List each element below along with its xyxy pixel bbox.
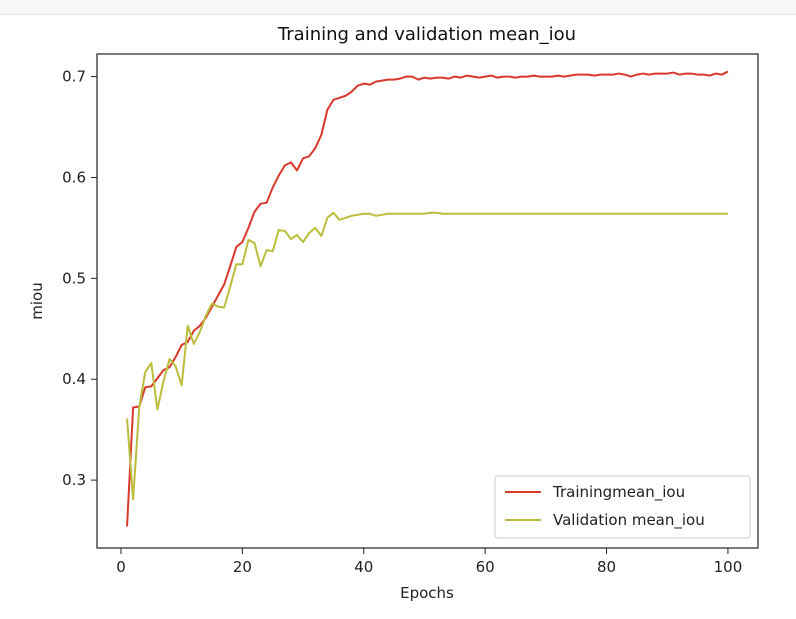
legend: Trainingmean_iou Validation mean_iou <box>494 475 751 539</box>
legend-label-training: Trainingmean_iou <box>552 483 685 502</box>
x-axis-label: Epochs <box>400 584 454 602</box>
x-tick-label: 0 <box>116 558 126 576</box>
training-mean-iou-line <box>126 70 729 527</box>
notebook-output-bar <box>0 0 796 15</box>
legend-box <box>494 475 751 539</box>
y-axis-label: miou <box>28 282 46 319</box>
plot-area <box>96 53 759 549</box>
y-tick-label: 0.7 <box>62 68 86 86</box>
x-tick-label: 100 <box>714 558 743 576</box>
x-tick-label: 80 <box>597 558 616 576</box>
x-tick-label: 60 <box>476 558 495 576</box>
y-axis: 0.3 0.4 0.5 0.6 0.7 <box>62 68 97 489</box>
y-tick-label: 0.4 <box>62 370 86 388</box>
y-tick-label: 0.6 <box>62 168 86 186</box>
x-tick-label: 40 <box>354 558 373 576</box>
chart-title: Training and validation mean_iou <box>277 24 576 45</box>
x-tick-label: 20 <box>233 558 252 576</box>
validation-mean-iou-line <box>126 211 728 501</box>
legend-label-validation: Validation mean_iou <box>553 511 705 530</box>
y-tick-label: 0.3 <box>62 471 86 489</box>
y-tick-label: 0.5 <box>62 269 86 287</box>
x-axis: 0 20 40 60 80 100 <box>116 548 742 576</box>
series-lines <box>126 70 729 527</box>
